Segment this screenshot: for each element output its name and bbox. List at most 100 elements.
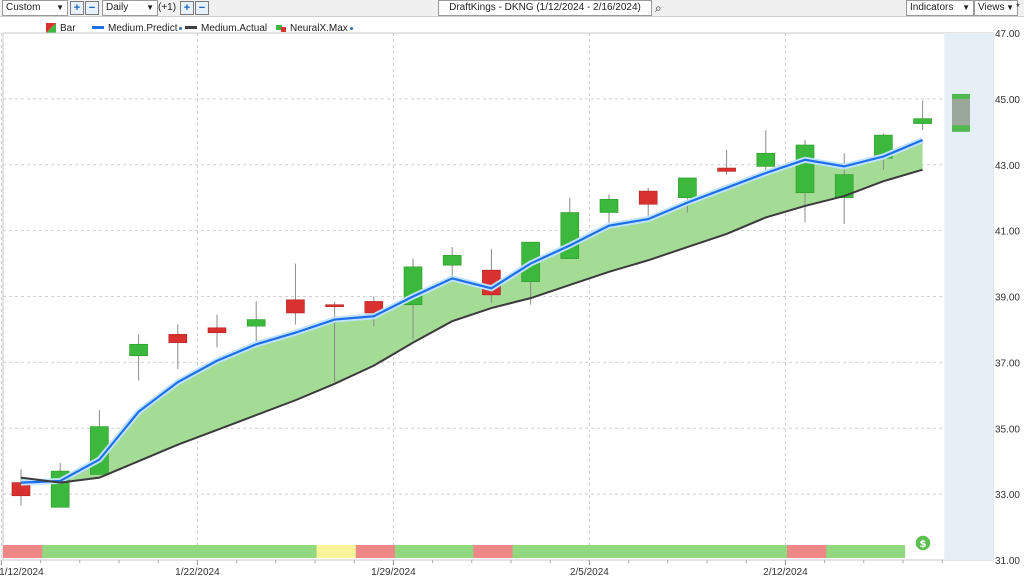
- signal-strip-cell: [316, 545, 357, 558]
- signal-strip-cell: [277, 545, 318, 558]
- candle-body: [678, 177, 697, 198]
- y-axis: 31.00 33.00 35.00 37.00 39.00 41.00 43.00 45.00…: [995, 29, 1020, 567]
- candle: [50, 462, 70, 508]
- minus-icon[interactable]: −: [195, 1, 209, 15]
- signal-strip-cell: [42, 545, 82, 558]
- forecast-bar-range: [952, 98, 970, 126]
- signal-strip-cell: [159, 545, 200, 558]
- y-tick-label: 47.00: [995, 29, 1020, 40]
- views-label: Views: [978, 2, 1005, 13]
- legend-item-medium-predict: Medium.Predict: [92, 22, 183, 36]
- prediction-band: [21, 140, 923, 483]
- x-tick-label: 2/5/2024: [570, 567, 609, 578]
- legend-label: Bar: [60, 23, 76, 34]
- candle: [286, 263, 305, 325]
- offset-label: (+1): [158, 2, 177, 13]
- medium-actual-line: [20, 168, 923, 484]
- candle-body: [560, 212, 580, 259]
- neuralx-legend-icon: [276, 25, 286, 33]
- dollar-icon[interactable]: $: [914, 534, 932, 552]
- period-select[interactable]: Custom ▼: [2, 0, 68, 16]
- interval-select[interactable]: Daily ▼: [102, 0, 158, 16]
- signal-strip-cell: [630, 545, 670, 558]
- signal-strip-cell: [120, 545, 161, 558]
- candle: [717, 149, 736, 175]
- y-tick-label: 37.00: [995, 358, 1020, 369]
- period-select-value: Custom: [6, 2, 41, 13]
- chevron-down-icon: ▼: [56, 3, 64, 12]
- signal-strip-cell: [473, 545, 514, 558]
- signal-strip-cell: [669, 545, 710, 558]
- x-tick-label: 1/12/2024: [0, 567, 44, 578]
- x-tick-label: 2/12/2024: [763, 567, 808, 578]
- neuralx-forecast-bar: [952, 93, 970, 132]
- candle: [678, 177, 697, 213]
- candle: [11, 469, 31, 506]
- legend-item-bar: Bar: [46, 22, 76, 36]
- candle-body: [599, 199, 619, 213]
- y-tick-label: 31.00: [995, 556, 1020, 567]
- search-icon[interactable]: ⌕: [655, 1, 662, 15]
- indicators-button[interactable]: Indicators ▼: [906, 0, 974, 16]
- candle: [834, 153, 854, 225]
- y-tick-label: 35.00: [995, 424, 1020, 435]
- chevron-down-icon: ▼: [962, 3, 970, 12]
- candle-body: [246, 319, 266, 327]
- candle-body: [325, 304, 344, 308]
- dollar-icon-glyph: $: [920, 539, 927, 550]
- candle: [442, 247, 462, 277]
- legend-item-medium-actual: Medium.Actual: [185, 22, 267, 36]
- candle: [168, 324, 188, 369]
- signal-strip-cell: [551, 545, 592, 558]
- dollar-icon-circle: [914, 534, 932, 552]
- signal-strip-cell: [787, 545, 827, 558]
- signal-strip-cell: [199, 545, 239, 558]
- candle: [795, 140, 815, 223]
- candles: [11, 100, 932, 508]
- legend-label: Medium.Actual: [201, 23, 268, 34]
- line-legend-icon: [185, 26, 197, 30]
- y-tick-label: 43.00: [995, 161, 1020, 172]
- y-tick-label: 33.00: [995, 490, 1020, 501]
- candle-body: [207, 327, 227, 334]
- signal-strip-cell: [591, 545, 631, 558]
- plus-icon[interactable]: +: [70, 1, 84, 15]
- chart-title[interactable]: DraftKings - DKNG (1/12/2024 - 2/16/2024…: [438, 0, 652, 16]
- plus-icon[interactable]: +: [180, 1, 194, 15]
- x-tick-label: 1/22/2024: [175, 567, 220, 578]
- signal-strip-cell: [826, 545, 866, 558]
- signal-strip-cell: [865, 545, 906, 558]
- candle-body: [442, 255, 462, 266]
- candle-body: [717, 167, 736, 172]
- signal-strip-cell: [434, 545, 474, 558]
- candle: [756, 130, 776, 172]
- candle: [638, 187, 658, 216]
- candle: [246, 301, 266, 343]
- bar-legend-icon: [46, 23, 56, 34]
- candle: [913, 100, 932, 131]
- line-legend-icon: [92, 26, 104, 30]
- candle: [207, 314, 227, 348]
- views-button[interactable]: Views ▼: [974, 0, 1018, 16]
- signal-strip-cell: [708, 545, 749, 558]
- candle: [129, 334, 148, 381]
- chevron-down-icon: ▼: [1006, 3, 1014, 12]
- pin-icon[interactable]: *: [1016, 2, 1020, 13]
- signal-strip: [3, 545, 906, 558]
- candle-body: [638, 190, 658, 205]
- y-tick-label: 39.00: [995, 293, 1020, 304]
- candle: [599, 194, 619, 223]
- signal-strip-cell: [81, 545, 122, 558]
- candle: [325, 301, 344, 383]
- signal-strip-cell: [355, 545, 396, 558]
- candle-body: [795, 144, 815, 194]
- indicators-label: Indicators: [910, 2, 954, 13]
- y-tick-label: 41.00: [995, 227, 1020, 238]
- x-tick-label: 1/29/2024: [371, 567, 416, 578]
- signal-strip-cell: [395, 545, 435, 558]
- legend-label: NeuralX.Max: [290, 23, 348, 34]
- signal-strip-cell: [512, 545, 553, 558]
- chart-title-text: DraftKings - DKNG (1/12/2024 - 2/16/2024…: [449, 2, 641, 13]
- minus-icon[interactable]: −: [85, 1, 99, 15]
